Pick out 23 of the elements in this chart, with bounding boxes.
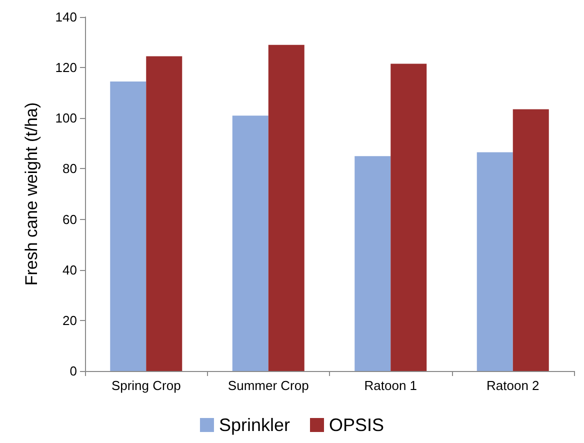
y-tick-label: 140: [55, 10, 77, 24]
bar: [512, 109, 549, 371]
bar: [354, 156, 391, 371]
y-tick-label: 40: [62, 262, 77, 278]
y-tick-label: 80: [62, 161, 77, 176]
bar: [268, 44, 304, 371]
bar: [476, 152, 513, 371]
y-axis-title: Fresh cane weight (t/ha): [22, 102, 41, 286]
legend-label: Sprinkler: [218, 415, 290, 435]
y-tick-label: 20: [62, 312, 77, 328]
bar: [232, 116, 268, 371]
y-tick-label: 120: [55, 60, 77, 76]
x-tick-label: Ratoon 2: [486, 378, 540, 393]
bar: [110, 81, 146, 371]
x-tick-label: Ratoon 1: [364, 378, 418, 393]
y-tick-label: 60: [62, 212, 77, 227]
y-tick-label: 0: [70, 364, 77, 378]
x-tick-label: Summer Crop: [228, 378, 309, 393]
bar: [390, 64, 427, 371]
y-tick-label: 100: [55, 110, 77, 126]
bar: [146, 56, 182, 371]
x-tick-label: Spring Crop: [111, 378, 181, 393]
legend-label: OPSIS: [329, 415, 384, 435]
